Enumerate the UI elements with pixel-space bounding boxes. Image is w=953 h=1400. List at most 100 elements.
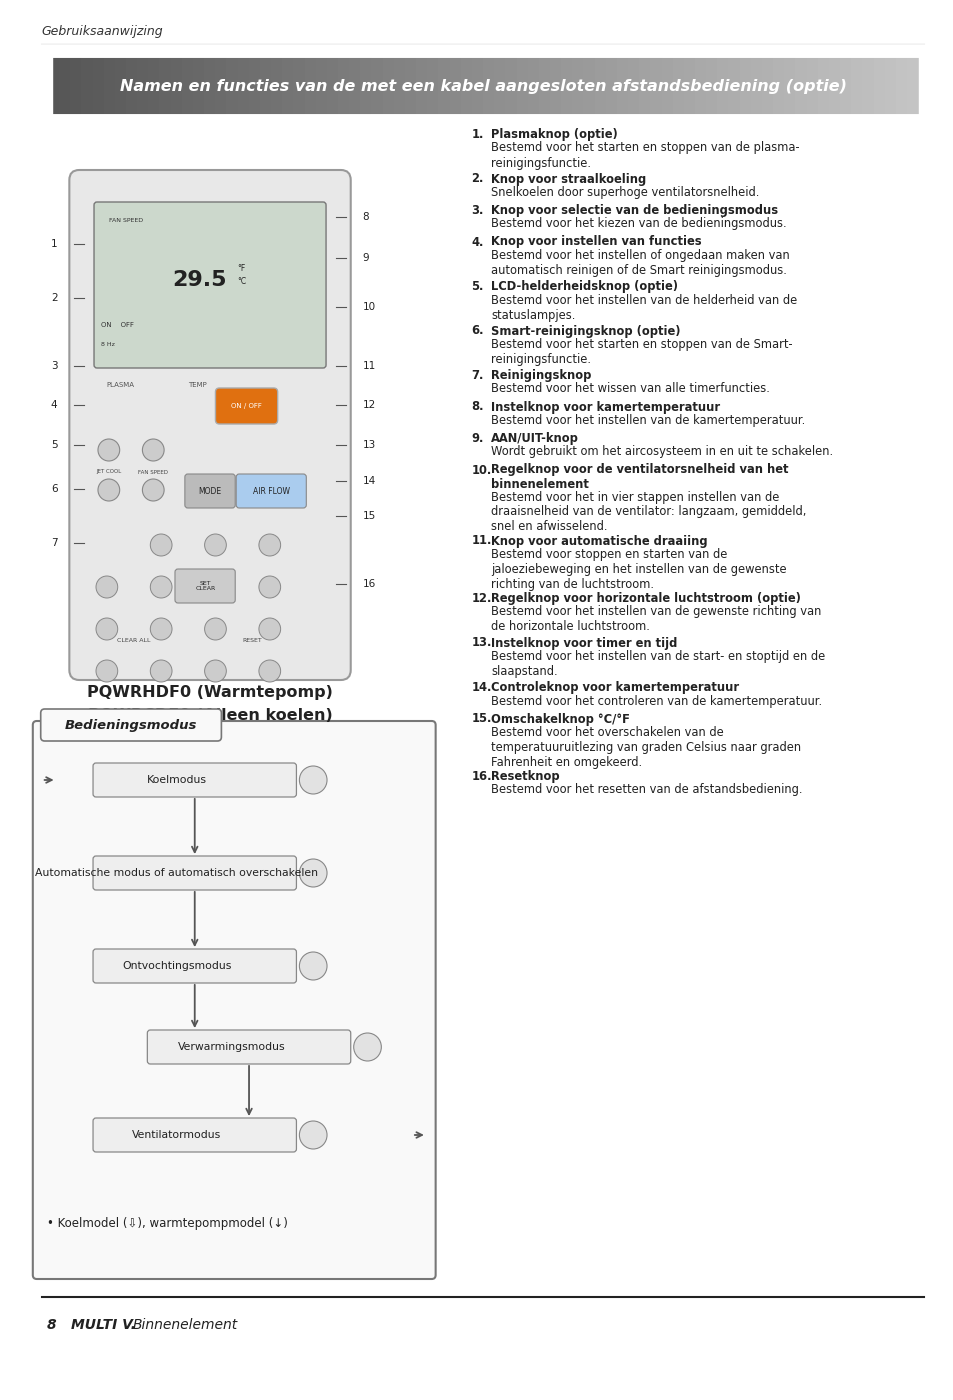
Text: Automatische modus of automatisch overschakelen: Automatische modus of automatisch oversc… [35, 868, 318, 878]
Text: Snelkoelen door superhoge ventilatorsnelheid.: Snelkoelen door superhoge ventilatorsnel… [491, 186, 759, 199]
Bar [494, 57, 506, 115]
Bar [282, 57, 294, 115]
Bar [761, 57, 773, 115]
Text: Bestemd voor het instellen of ongedaan maken van
automatisch reinigen of de Smar: Bestemd voor het instellen of ongedaan m… [491, 249, 789, 277]
Bar [650, 57, 661, 115]
Bar [560, 57, 573, 115]
Circle shape [299, 860, 327, 888]
Bar [527, 57, 539, 115]
Bar [482, 57, 495, 115]
Text: Bestemd voor het instellen van de helderheid van de
statuslampjes.: Bestemd voor het instellen van de helder… [491, 294, 797, 322]
Bar [382, 57, 395, 115]
Text: 16: 16 [362, 580, 375, 589]
Bar [783, 57, 796, 115]
Text: 9: 9 [362, 253, 369, 263]
Text: Bestemd voor het resetten van de afstandsbediening.: Bestemd voor het resetten van de afstand… [491, 784, 801, 797]
Text: PLASMA: PLASMA [107, 382, 134, 388]
Text: FAN SPEED: FAN SPEED [109, 217, 143, 223]
Bar [215, 57, 227, 115]
Text: Namen en functies van de met een kabel aangesloten afstandsbediening (optie): Namen en functies van de met een kabel a… [119, 78, 845, 94]
Text: CLEAR ALL: CLEAR ALL [116, 637, 151, 643]
Bar [182, 57, 193, 115]
Text: AAN/UIT-knop: AAN/UIT-knop [491, 433, 578, 445]
Bar [895, 57, 907, 115]
Bar [315, 57, 328, 115]
Text: Bedieningsmodus: Bedieningsmodus [65, 718, 197, 731]
Bar [394, 57, 405, 115]
Text: 13: 13 [362, 440, 375, 449]
Bar [294, 57, 305, 115]
Bar [337, 57, 350, 115]
Text: 3.: 3. [471, 204, 483, 217]
FancyBboxPatch shape [93, 1119, 296, 1152]
Text: Instelknop voor kamertemperatuur: Instelknop voor kamertemperatuur [491, 400, 720, 413]
Text: JET COOL: JET COOL [96, 469, 121, 475]
Text: 1: 1 [51, 238, 57, 249]
Text: 15.: 15. [471, 713, 491, 725]
Circle shape [151, 659, 172, 682]
Text: 14.: 14. [471, 680, 491, 694]
Circle shape [258, 533, 280, 556]
Bar [193, 57, 205, 115]
Text: 8 Hz: 8 Hz [101, 343, 114, 347]
Bar [705, 57, 718, 115]
Bar [81, 57, 93, 115]
Text: LCD-helderheidsknop (optie): LCD-helderheidsknop (optie) [491, 280, 678, 293]
Bar [739, 57, 751, 115]
Text: 10.: 10. [471, 463, 491, 476]
Circle shape [96, 575, 117, 598]
Bar [850, 57, 862, 115]
Circle shape [204, 659, 226, 682]
Bar [516, 57, 528, 115]
Circle shape [204, 575, 226, 598]
Text: Wordt gebruikt om het aircosysteem in en uit te schakelen.: Wordt gebruikt om het aircosysteem in en… [491, 445, 832, 459]
Text: 10: 10 [362, 302, 375, 312]
Text: Ontvochtingsmodus: Ontvochtingsmodus [122, 960, 232, 972]
Text: • Koelmodel (⇩), warmtepompmodel (↓): • Koelmodel (⇩), warmtepompmodel (↓) [47, 1217, 287, 1231]
Bar [92, 57, 105, 115]
Text: 6: 6 [51, 484, 57, 494]
Bar [304, 57, 316, 115]
FancyBboxPatch shape [93, 763, 296, 797]
Bar [862, 57, 874, 115]
Text: PQWRHDF0 (Warmtepomp): PQWRHDF0 (Warmtepomp) [87, 685, 333, 700]
Bar [27, 52, 51, 120]
Circle shape [258, 617, 280, 640]
FancyBboxPatch shape [236, 475, 306, 508]
Text: Bestemd voor het instellen van de kamertemperatuur.: Bestemd voor het instellen van de kamert… [491, 414, 804, 427]
Bar [37, 57, 49, 115]
FancyBboxPatch shape [93, 949, 296, 983]
Text: Bestemd voor het instellen van de start- en stoptijd en de
slaapstand.: Bestemd voor het instellen van de start-… [491, 650, 824, 678]
Text: Ventilatormodus: Ventilatormodus [132, 1130, 221, 1140]
Bar [271, 57, 283, 115]
Circle shape [299, 766, 327, 794]
Text: MULTI V.: MULTI V. [71, 1317, 136, 1331]
Circle shape [354, 1033, 381, 1061]
Text: 2: 2 [51, 293, 57, 302]
Bar [583, 57, 595, 115]
Text: Bestemd voor het kiezen van de bedieningsmodus.: Bestemd voor het kiezen van de bediening… [491, 217, 785, 231]
Bar [48, 57, 60, 115]
Circle shape [96, 617, 117, 640]
Bar [159, 57, 172, 115]
Text: Bestemd voor het starten en stoppen van de Smart-
reinigingsfunctie.: Bestemd voor het starten en stoppen van … [491, 337, 792, 365]
Text: Knop voor automatische draaiing: Knop voor automatische draaiing [491, 535, 707, 547]
Circle shape [299, 1121, 327, 1149]
Bar [259, 57, 272, 115]
Text: 14: 14 [362, 476, 375, 486]
Text: Koelmodus: Koelmodus [147, 776, 207, 785]
FancyBboxPatch shape [147, 1030, 351, 1064]
Bar [594, 57, 606, 115]
Bar [572, 57, 584, 115]
FancyBboxPatch shape [185, 475, 235, 508]
Bar [717, 57, 729, 115]
Bar [126, 57, 138, 115]
Circle shape [98, 479, 119, 501]
Bar [472, 57, 483, 115]
Text: MODE: MODE [198, 487, 221, 496]
Text: Bestemd voor stoppen en starten van de
jaloeziebeweging en het instellen van de : Bestemd voor stoppen en starten van de j… [491, 547, 785, 591]
Text: °F
°C: °F °C [237, 265, 246, 286]
Text: 13.: 13. [471, 637, 491, 650]
Text: 6.: 6. [471, 325, 483, 337]
FancyBboxPatch shape [32, 721, 436, 1280]
